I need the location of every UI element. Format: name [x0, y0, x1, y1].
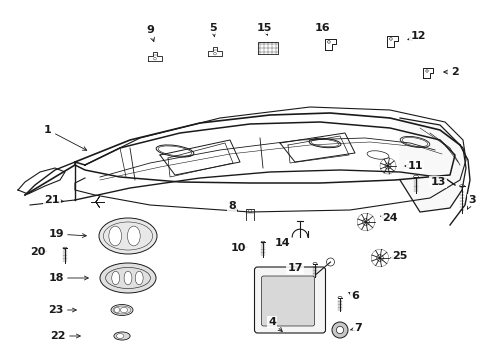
Text: 19: 19 [48, 229, 86, 239]
Ellipse shape [114, 307, 119, 313]
Text: 1: 1 [44, 125, 86, 150]
Text: 23: 23 [48, 305, 76, 315]
Text: 21: 21 [44, 195, 63, 205]
Ellipse shape [337, 297, 341, 298]
Ellipse shape [112, 271, 120, 285]
Text: 8: 8 [228, 201, 237, 211]
Ellipse shape [100, 263, 156, 293]
Text: 14: 14 [274, 238, 289, 248]
Ellipse shape [135, 271, 143, 285]
Text: 4: 4 [267, 317, 282, 332]
Text: 10: 10 [230, 243, 246, 253]
Text: 16: 16 [314, 23, 329, 33]
Text: 22: 22 [50, 331, 80, 341]
Text: 15: 15 [256, 23, 271, 35]
Ellipse shape [120, 307, 127, 313]
Circle shape [331, 322, 347, 338]
Circle shape [362, 219, 368, 225]
Ellipse shape [127, 226, 140, 246]
Circle shape [376, 255, 383, 261]
Ellipse shape [109, 226, 122, 246]
Text: 13: 13 [429, 177, 445, 187]
Text: 7: 7 [349, 323, 361, 333]
Text: 24: 24 [380, 213, 397, 223]
Ellipse shape [114, 332, 130, 340]
Text: 6: 6 [348, 291, 358, 301]
Ellipse shape [261, 241, 264, 243]
Text: 25: 25 [390, 251, 407, 261]
Ellipse shape [116, 333, 123, 338]
Text: 5: 5 [209, 23, 216, 37]
Ellipse shape [63, 247, 67, 249]
Ellipse shape [124, 271, 132, 285]
Circle shape [336, 327, 343, 334]
Text: 9: 9 [146, 25, 154, 41]
Ellipse shape [459, 185, 464, 187]
Text: 2: 2 [443, 67, 458, 77]
Text: 11: 11 [404, 161, 422, 171]
Ellipse shape [312, 262, 316, 265]
Text: 3: 3 [467, 195, 475, 209]
Text: 17: 17 [286, 263, 302, 273]
Polygon shape [399, 118, 465, 212]
Ellipse shape [111, 305, 133, 315]
Circle shape [384, 163, 390, 169]
Text: 20: 20 [30, 247, 47, 257]
Ellipse shape [99, 218, 157, 254]
FancyBboxPatch shape [254, 267, 325, 333]
Ellipse shape [413, 175, 418, 178]
Text: 18: 18 [48, 273, 88, 283]
Circle shape [326, 258, 334, 266]
FancyBboxPatch shape [261, 276, 314, 326]
Text: 12: 12 [407, 31, 425, 41]
